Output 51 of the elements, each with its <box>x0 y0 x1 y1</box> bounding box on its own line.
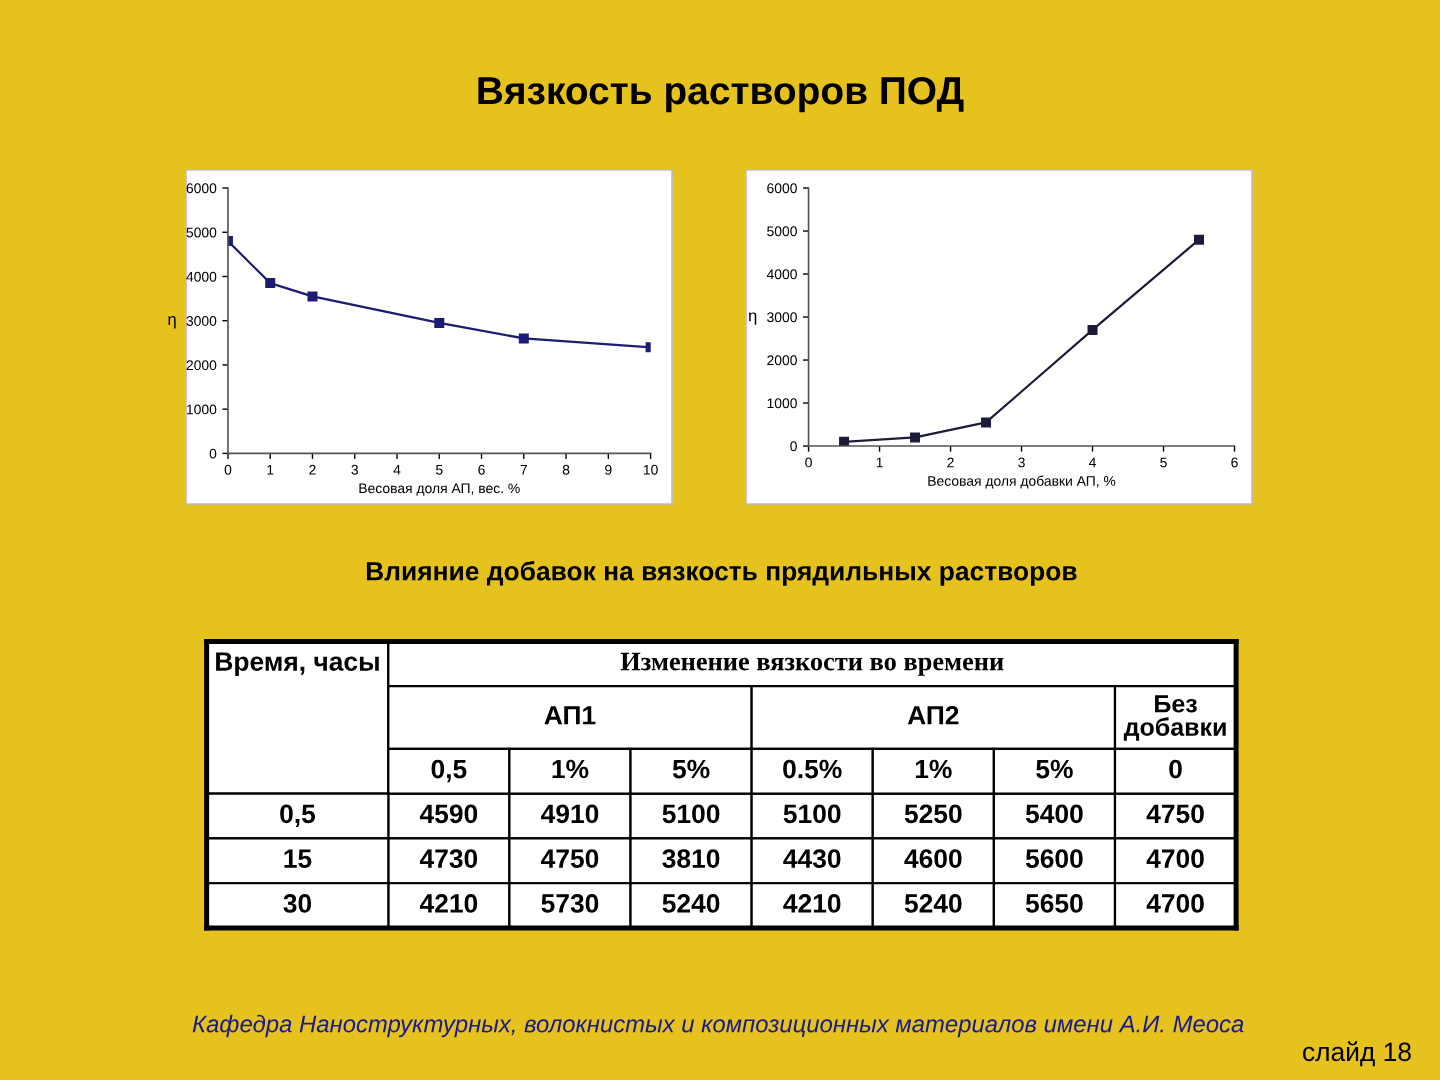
data-label: 4700 <box>1146 894 1204 913</box>
data-label: 3810 <box>662 849 720 868</box>
x-tick-label: 0 <box>1169 759 1182 779</box>
data-label: 4750 <box>1146 804 1204 824</box>
chart-title: Вязкость растворов ПОД <box>478 76 964 113</box>
data-label: 5100 <box>783 804 841 824</box>
data-label: 5650 <box>1025 894 1083 913</box>
x-tick-label: 5% <box>1036 759 1073 779</box>
data-label: 5600 <box>1025 849 1083 868</box>
x-tick-label: 0.5% <box>783 759 842 779</box>
text: АП1 <box>544 706 596 725</box>
data-label: 5240 <box>662 894 720 913</box>
point <box>518 333 529 344</box>
data-label: 5400 <box>1025 804 1083 824</box>
point <box>1194 234 1205 245</box>
data-label: 4600 <box>904 849 962 868</box>
data-label: 4590 <box>419 804 478 824</box>
text: АП2 <box>907 705 959 725</box>
y-tick-label: 15 <box>284 849 312 868</box>
data-label: 5730 <box>541 894 599 913</box>
data-label: 4730 <box>419 849 478 868</box>
data-label: 4910 <box>541 804 599 824</box>
data-label: 4750 <box>541 849 599 868</box>
y-axis-title: η <box>748 312 757 325</box>
text: Без добавки <box>1123 695 1226 741</box>
point <box>839 436 850 447</box>
data-label: 5250 <box>904 804 962 824</box>
y-tick-label: 0,5 <box>280 804 316 827</box>
x-tick-label: 1% <box>552 759 589 779</box>
point <box>307 291 318 302</box>
data-label: 5100 <box>662 804 720 824</box>
point <box>265 278 276 289</box>
x-tick-label: 0,5 <box>431 759 467 783</box>
data-label: 4210 <box>419 894 478 913</box>
y-axis-title: Время, часы <box>216 652 379 677</box>
x-tick-label: 5% <box>672 759 710 779</box>
y-axis-title: η <box>168 316 176 329</box>
point <box>981 417 992 428</box>
x-axis-title: Изменение вязкости во времени <box>620 652 1004 676</box>
text: Кафедра Наноструктурных, волокнистых и композиционных материалов имени А.И. Меоса <box>192 1014 1244 1038</box>
data-label: 4210 <box>783 894 841 913</box>
point <box>1087 324 1098 335</box>
text: слайд 18 <box>1303 1041 1411 1067</box>
y-tick-label: 30 <box>283 894 312 913</box>
chart-title: Влияние добавок на вязкость прядильных растворов <box>366 560 1077 586</box>
point <box>910 432 921 443</box>
data-label: 4430 <box>783 849 841 868</box>
point <box>434 317 445 328</box>
x-tick-label: 1% <box>915 759 952 779</box>
data-label: 4700 <box>1146 849 1204 868</box>
data-label: 5240 <box>904 894 962 913</box>
